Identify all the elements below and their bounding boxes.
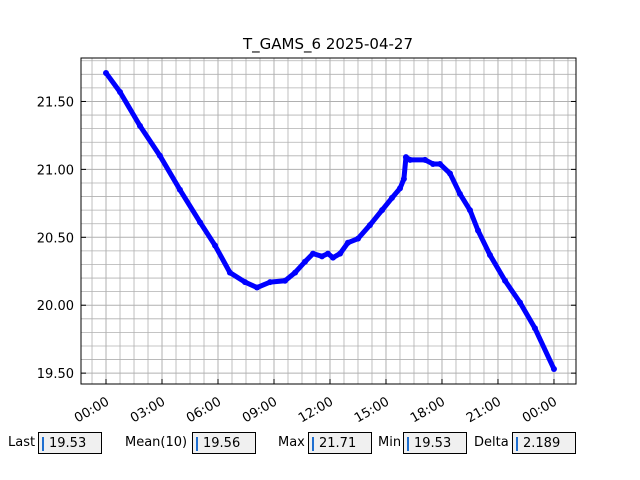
x-tick-label: 12:00 (296, 394, 336, 426)
stat-value[interactable]: 19.53 (38, 432, 102, 454)
y-tick-label: 20.50 (37, 231, 74, 246)
x-tick-label: 15:00 (352, 394, 392, 426)
data-point (436, 160, 443, 167)
data-point (301, 258, 308, 265)
data-point (421, 156, 428, 163)
data-point (531, 325, 538, 332)
x-tick-label: 00:00 (72, 394, 112, 426)
data-point (117, 88, 124, 95)
data-point (226, 269, 233, 276)
stat-label: Mean(10) (125, 435, 188, 450)
data-point (430, 160, 437, 167)
data-point (396, 185, 403, 192)
data-point (517, 299, 524, 306)
data-point (197, 219, 204, 226)
data-point (388, 194, 395, 201)
data-point (379, 207, 386, 214)
data-point (136, 122, 143, 129)
data-point (254, 284, 261, 291)
stat-label: Max (278, 435, 305, 450)
data-point (466, 207, 473, 214)
chart-title: T_GAMS_6 2025-04-27 (242, 35, 413, 54)
data-point (242, 279, 249, 286)
data-point (456, 190, 463, 197)
data-point (550, 366, 557, 373)
data-point (344, 239, 351, 246)
data-point (366, 222, 373, 229)
x-tick-label: 06:00 (184, 394, 224, 426)
y-tick-label: 21.50 (37, 95, 74, 110)
y-tick-label: 21.00 (37, 163, 74, 178)
data-point (475, 227, 482, 234)
data-point (282, 277, 289, 284)
x-tick-label: 18:00 (408, 394, 448, 426)
y-tick-label: 20.00 (37, 299, 74, 314)
data-point (324, 250, 331, 257)
data-point (318, 253, 325, 260)
data-point (502, 277, 509, 284)
data-point (176, 186, 183, 193)
data-point (329, 254, 336, 261)
data-point (267, 279, 274, 286)
x-tick-label: 09:00 (240, 394, 280, 426)
y-tick-label: 19.50 (37, 367, 74, 382)
data-point (212, 242, 219, 249)
data-point (156, 152, 163, 159)
stat-label: Min (378, 435, 402, 450)
data-point (310, 250, 317, 257)
data-point (292, 269, 299, 276)
data-point (400, 175, 407, 182)
x-tick-label: 00:00 (520, 394, 560, 426)
stat-label: Last (8, 435, 36, 450)
data-point (407, 156, 414, 163)
x-tick-label: 03:00 (128, 394, 168, 426)
stat-value[interactable]: 2.189 (512, 432, 576, 454)
data-line (103, 70, 557, 372)
data-point (354, 235, 361, 242)
plot-frame (80, 57, 577, 385)
stat-value[interactable]: 19.53 (403, 432, 467, 454)
stat-value[interactable]: 19.56 (192, 432, 256, 454)
stat-label: Delta (474, 435, 509, 450)
stat-value[interactable]: 21.71 (308, 432, 372, 454)
data-point (337, 250, 344, 257)
data-point (486, 251, 493, 258)
data-point (103, 69, 110, 76)
data-point (447, 170, 454, 177)
x-tick-label: 21:00 (464, 394, 504, 426)
chart: T_GAMS_6 2025-04-27 00:00 03:00 06:00 09:00… (37, 35, 577, 426)
